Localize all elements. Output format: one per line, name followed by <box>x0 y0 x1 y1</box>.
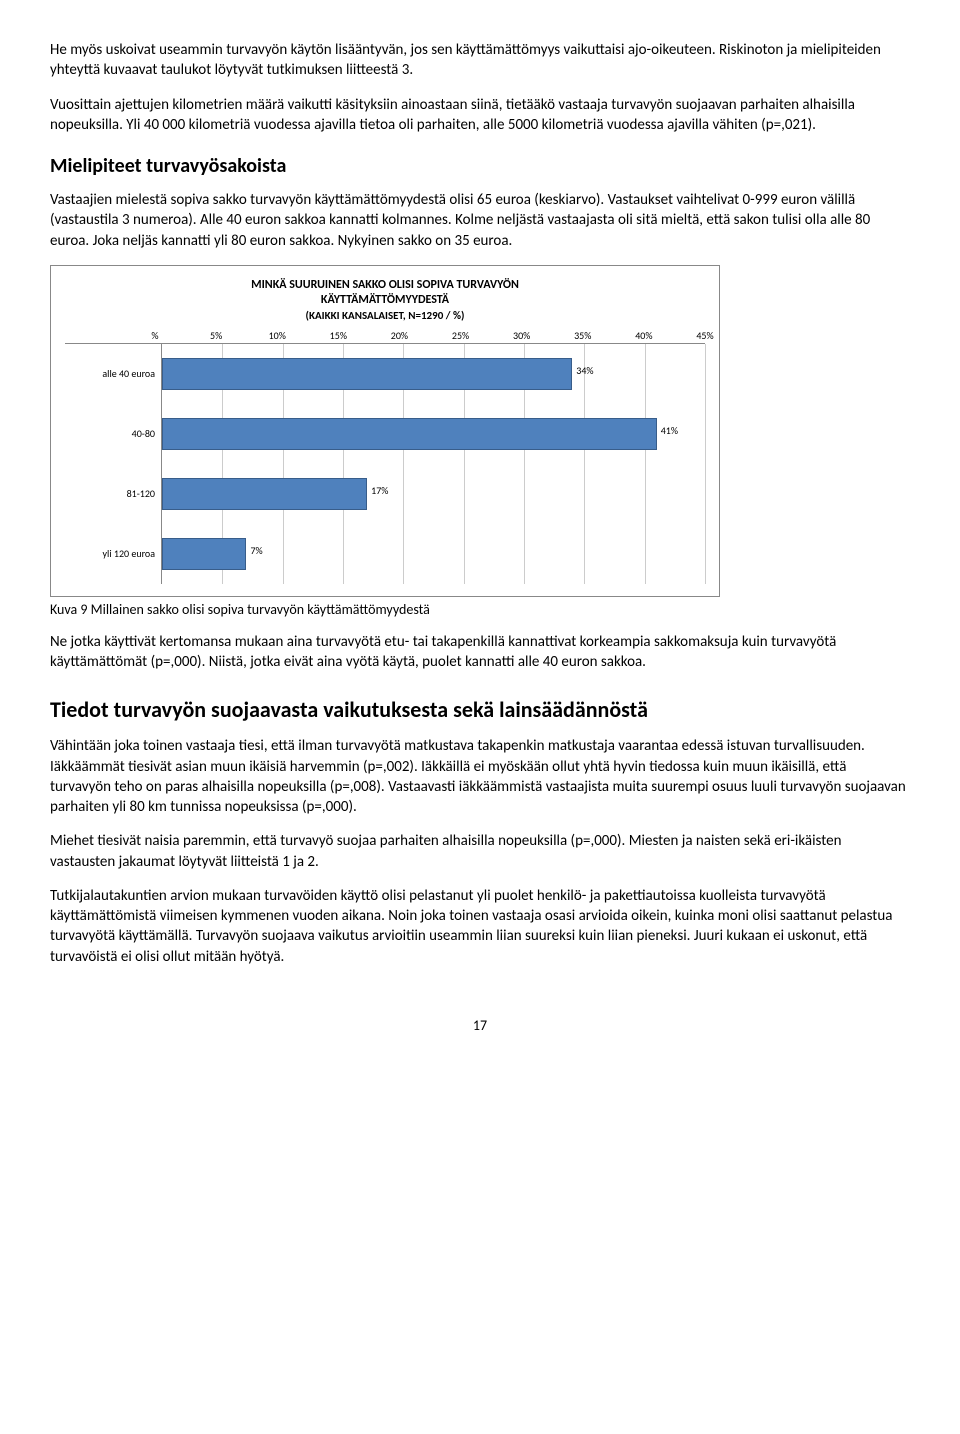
category-label: yli 120 euroa <box>65 524 161 584</box>
chart-title-line3: (KAIKKI KANSALAISET, N=1290 / %) <box>65 309 705 323</box>
chart-caption: Kuva 9 Millainen sakko olisi sopiva turv… <box>50 601 910 620</box>
bar-value-label: 17% <box>371 484 388 498</box>
paragraph-5: Vähintään joka toinen vastaaja tiesi, et… <box>50 736 910 817</box>
category-label: 81-120 <box>65 464 161 524</box>
bar-row: alle 40 euroa 34% <box>65 344 705 404</box>
paragraph-2: Vuosittain ajettujen kilometrien määrä v… <box>50 95 910 136</box>
plot-area: alle 40 euroa 34% 40-80 41% 81-120 17% yli 120… <box>65 343 705 584</box>
bar-row: 40-80 41% <box>65 404 705 464</box>
x-tick: 10% <box>269 329 286 343</box>
paragraph-4: Ne jotka käyttivät kertomansa mukaan ain… <box>50 632 910 673</box>
x-tick: % <box>151 329 158 343</box>
x-tick: 15% <box>330 329 347 343</box>
page-number: 17 <box>50 1017 910 1036</box>
x-axis: %5%10%15%20%25%30%35%40%45% <box>65 329 705 343</box>
x-tick: 20% <box>391 329 408 343</box>
bar-chart: MINKÄ SUURUINEN SAKKO OLISI SOPIVA TURVA… <box>50 265 720 597</box>
bar <box>162 478 367 510</box>
bar-value-label: 41% <box>661 424 678 438</box>
section-heading-knowledge: Tiedot turvavyön suojaavasta vaikutukses… <box>50 695 910 725</box>
bar <box>162 538 246 570</box>
bar <box>162 358 572 390</box>
bar-plot-area: 17% <box>161 464 705 524</box>
bar <box>162 418 657 450</box>
x-tick: 25% <box>452 329 469 343</box>
paragraph-1: He myös uskoivat useammin turvavyön käyt… <box>50 40 910 81</box>
bar-plot-area: 7% <box>161 524 705 584</box>
paragraph-7: Tutkijalautakuntien arvion mukaan turvav… <box>50 886 910 967</box>
x-tick: 35% <box>574 329 591 343</box>
x-tick: 45% <box>696 329 713 343</box>
section-heading-opinions: Mielipiteet turvavyösakoista <box>50 153 910 180</box>
category-label: 40-80 <box>65 404 161 464</box>
paragraph-3: Vastaajien mielestä sopiva sakko turvavy… <box>50 190 910 251</box>
bar-value-label: 34% <box>576 364 593 378</box>
bar-plot-area: 34% <box>161 344 705 404</box>
chart-title-line1: MINKÄ SUURUINEN SAKKO OLISI SOPIVA TURVA… <box>65 278 705 294</box>
bar-row: yli 120 euroa 7% <box>65 524 705 584</box>
x-tick: 30% <box>513 329 530 343</box>
paragraph-6: Miehet tiesivät naisia paremmin, että tu… <box>50 831 910 872</box>
bar-row: 81-120 17% <box>65 464 705 524</box>
bar-value-label: 7% <box>250 544 262 558</box>
category-label: alle 40 euroa <box>65 344 161 404</box>
x-tick: 40% <box>635 329 652 343</box>
chart-title: MINKÄ SUURUINEN SAKKO OLISI SOPIVA TURVA… <box>65 278 705 323</box>
bar-plot-area: 41% <box>161 404 705 464</box>
x-tick: 5% <box>210 329 222 343</box>
chart-title-line2: KÄYTTÄMÄTTÖMYYDESTÄ <box>65 293 705 309</box>
